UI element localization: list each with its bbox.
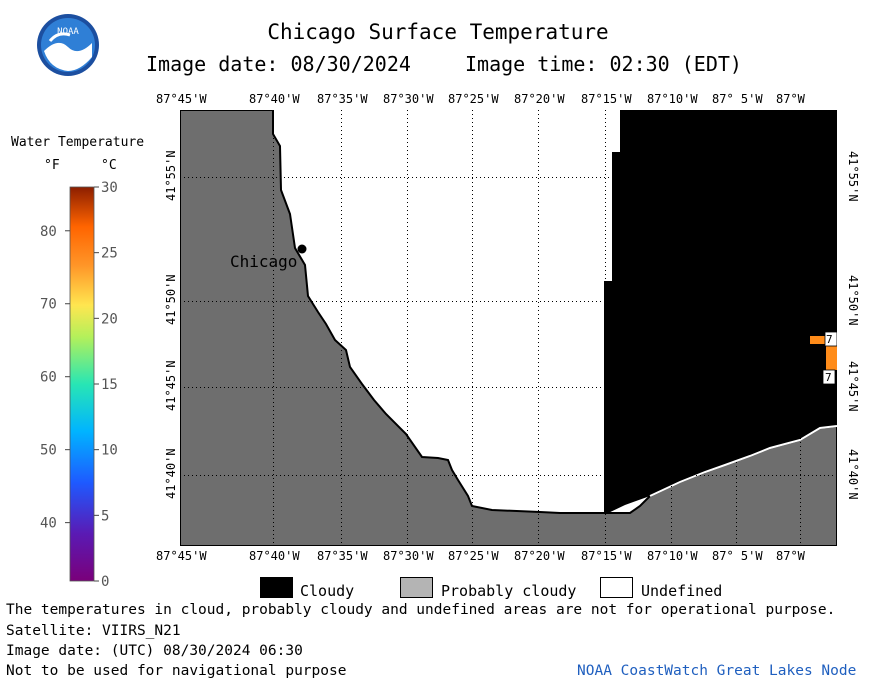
lon-label-bottom: 87° 5'W: [712, 549, 763, 563]
lon-label-bottom: 87°25'W: [448, 549, 499, 563]
map-area: 7 7: [180, 110, 837, 546]
lat-label-left: 41°55'N: [164, 150, 178, 201]
lon-label-top: 87°30'W: [383, 92, 434, 106]
lon-label-bottom: 87°20'W: [514, 549, 565, 563]
lon-label-top: 87°40'W: [249, 92, 300, 106]
page-title: Chicago Surface Temperature: [267, 20, 609, 44]
lat-label-right: 41°55'N: [846, 151, 860, 202]
image-time: Image time: 02:30 (EDT): [465, 52, 742, 76]
legend-tick-f: 80: [40, 224, 57, 240]
buoy-label-1: 7: [826, 333, 833, 346]
legend-tick-f: 70: [40, 297, 57, 313]
lat-label-left: 41°45'N: [164, 360, 178, 411]
key-label-probably-cloudy: Probably cloudy: [441, 582, 577, 600]
key-label-cloudy: Cloudy: [300, 582, 355, 600]
lat-label-right: 41°50'N: [846, 275, 860, 326]
legend-tick-f: 60: [40, 370, 57, 386]
lat-label-left: 41°50'N: [164, 274, 178, 325]
lon-label-bottom: 87°10'W: [647, 549, 698, 563]
legend-tick-c: 15: [101, 377, 118, 393]
buoy-label-2: 7: [825, 371, 832, 384]
chicago-marker: [297, 244, 307, 254]
lon-label-bottom: 87°45'W: [156, 549, 207, 563]
city-label-chicago: Chicago: [230, 252, 298, 271]
buoy-marker: [826, 344, 837, 370]
image-date: Image date: 08/30/2024: [146, 52, 411, 76]
footer-credit: NOAA CoastWatch Great Lakes Node: [577, 663, 857, 679]
lon-label-top: 87°10'W: [647, 92, 698, 106]
legend-tick-f: 50: [40, 443, 57, 459]
lon-label-bottom: 87°30'W: [383, 549, 434, 563]
lon-label-top: 87° 5'W: [712, 92, 763, 106]
noaa-logo-icon: NOAA: [37, 14, 99, 76]
legend-tick-c: 10: [101, 443, 118, 459]
legend-tick-c: 20: [101, 311, 118, 327]
key-swatch-probably-cloudy: [400, 577, 433, 598]
lon-label-top: 87°15'W: [581, 92, 632, 106]
graticule: [180, 110, 837, 546]
legend-tick-f: 40: [40, 516, 57, 532]
lon-label-top: 87°45'W: [156, 92, 207, 106]
lon-label-top: 87°35'W: [317, 92, 368, 106]
legend-unit-c: °C: [101, 158, 117, 173]
buoy-marker: [810, 336, 825, 344]
legend-tick-c: 25: [101, 246, 118, 262]
key-swatch-cloudy: [260, 577, 293, 598]
lat-label-right: 41°40'N: [846, 449, 860, 500]
footer-navigation-warning: Not to be used for navigational purpose: [6, 663, 347, 679]
footer-disclaimer: The temperatures in cloud, probably clou…: [6, 602, 836, 618]
logo-text: NOAA: [57, 27, 79, 37]
lon-label-top: 87°25'W: [448, 92, 499, 106]
footer-satellite: Satellite: VIIRS_N21: [6, 623, 181, 639]
legend-unit-f: °F: [44, 158, 60, 173]
lat-label-right: 41°45'N: [846, 361, 860, 412]
legend-title: Water Temperature: [11, 135, 145, 150]
lon-label-bottom: 87°W: [776, 549, 805, 563]
legend-tick-c: 5: [101, 508, 109, 524]
key-label-undefined: Undefined: [641, 582, 723, 600]
legend-tick-c: 30: [101, 180, 118, 196]
lon-label-bottom: 87°15'W: [581, 549, 632, 563]
cloud-region: [604, 110, 837, 515]
footer-utc-date: Image date: (UTC) 08/30/2024 06:30: [6, 643, 303, 659]
lon-label-bottom: 87°40'W: [249, 549, 300, 563]
key-swatch-undefined: [600, 577, 633, 598]
lon-label-top: 87°20'W: [514, 92, 565, 106]
lat-label-left: 41°40'N: [164, 448, 178, 499]
legend-tick-c: 0: [101, 574, 109, 590]
lon-label-top: 87°W: [776, 92, 805, 106]
lon-label-bottom: 87°35'W: [317, 549, 368, 563]
